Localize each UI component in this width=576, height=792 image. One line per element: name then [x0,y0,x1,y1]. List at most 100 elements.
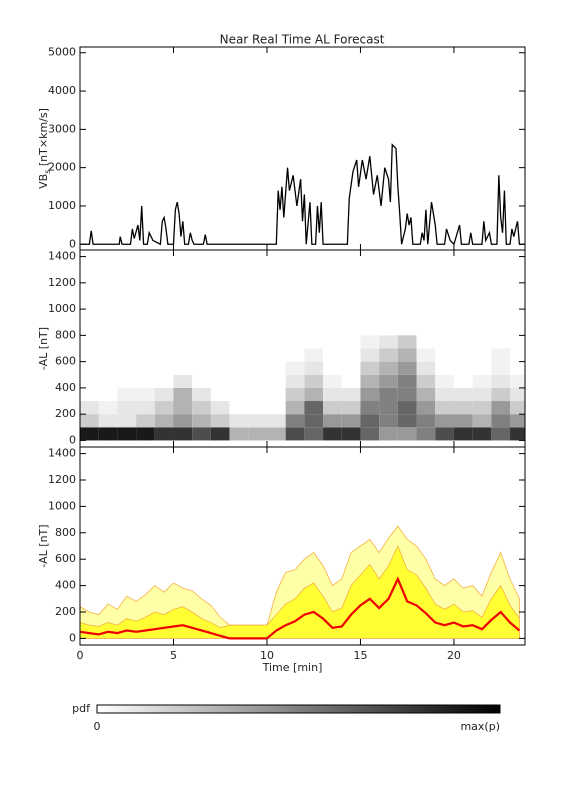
y-tick-label: 5000 [48,46,76,59]
pdf-cell [154,335,174,349]
x-tick-label: 0 [77,649,84,662]
pdf-cell [173,387,193,402]
pdf-cell [154,401,174,415]
pdf-cell [304,374,324,388]
pdf-cell [397,427,417,441]
pdf-cell [98,374,118,388]
pdf-cell [379,401,398,415]
pdf-cell [98,335,118,349]
pdf-cell [397,401,417,415]
pdf-cell [154,348,174,362]
pdf-cell [229,374,249,388]
pdf-cell [416,427,436,441]
pdf-cell [154,387,174,402]
pdf-cell [416,335,436,349]
pdf-cell [510,335,525,349]
pdf-cell [173,401,193,415]
pdf-cell [379,387,398,402]
pdf-cell [285,387,305,402]
pdf-cell [229,427,249,441]
y-tick-label: 600 [55,355,76,368]
pdf-cell [472,414,492,428]
pdf-cell [154,414,174,428]
pdf-cell [360,427,380,441]
pdf-cell [304,427,324,441]
pdf-cell [98,401,118,415]
pdf-cell [472,374,492,388]
pdf-cell [397,387,417,402]
pdf-cell [341,335,361,349]
pdf-cell [266,401,286,415]
colorbar-min-label: 0 [94,720,101,733]
y-tick-label: 800 [55,328,76,341]
quantile-area [80,544,520,639]
pdf-cell [472,387,492,402]
pdf-cell [341,374,361,388]
pdf-cell [80,427,99,441]
pdf-cell [360,387,380,402]
pdf-cell [323,348,342,362]
colorbar-label: pdf [72,702,91,715]
y-tick-label: 400 [55,579,76,592]
x-tick-label: 15 [353,649,367,662]
x-tick-label: 10 [260,649,274,662]
pdf-cell [379,374,398,388]
pdf-cell [285,427,305,441]
pdf-cell [266,348,286,362]
y-tick-label: 400 [55,381,76,394]
pdf-cell [154,361,174,375]
pdf-cell [304,401,324,415]
pdf-cell [210,387,230,402]
pdf-cell [117,374,137,388]
pdf-cell [472,361,492,375]
pdf-cell [360,401,380,415]
pdf-cell [397,348,417,362]
pdf-cell [397,335,417,349]
y-axis-label-part: VB [37,174,50,189]
x-axis-label: Time [min] [262,661,323,674]
pdf-cell [248,387,267,402]
vbs-line [80,143,525,246]
pdf-cell [491,374,511,388]
pdf-cell [98,387,118,402]
pdf-cell [173,414,193,428]
y-axis-label: -AL [nT] [37,327,50,370]
pdf-cell [510,348,525,362]
pdf-cell [285,401,305,415]
pdf-cell [210,348,230,362]
pdf-cell [379,414,398,428]
pdf-cell [379,361,398,375]
pdf-cell [304,387,324,402]
pdf-cell [341,427,361,441]
pdf-cell [192,401,211,415]
pdf-cell [453,427,473,441]
pdf-cell [266,361,286,375]
pdf-cell [117,335,137,349]
pdf-cell [210,427,230,441]
pdf-cell [266,374,286,388]
pdf-cell [435,414,454,428]
y-tick-label: 2000 [48,161,76,174]
pdf-cell [80,414,99,428]
pdf-cell [341,348,361,362]
pdf-cell [266,387,286,402]
pdf-cell [453,414,473,428]
pdf-cell [341,401,361,415]
y-tick-label: 800 [55,526,76,539]
chart-title: Near Real Time AL Forecast [220,33,385,47]
pdf-cell [323,427,342,441]
y-tick-label: 1200 [48,473,76,486]
pdf-cell [491,335,511,349]
pdf-cell [285,335,305,349]
pdf-cell [285,374,305,388]
pdf-cell [341,387,361,402]
pdf-cell [360,348,380,362]
pdf-cell [360,335,380,349]
pdf-cell [491,361,511,375]
pdf-cell [435,374,454,388]
pdf-cell [379,427,398,441]
colorbar-max-label: max(p) [460,720,500,733]
y-tick-label: 1200 [48,276,76,289]
y-tick-label: 0 [69,237,76,250]
